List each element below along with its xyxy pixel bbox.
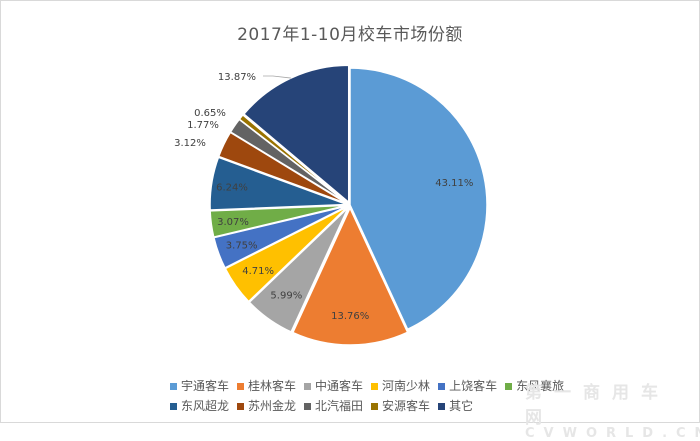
- pie-slice: [238, 113, 349, 204]
- legend-item: 上饶客车: [438, 376, 497, 396]
- pie-slice: [349, 67, 488, 331]
- pie-slice: [291, 206, 409, 346]
- legend-item: 桂林客车: [237, 376, 296, 396]
- leader-line: [263, 75, 291, 79]
- legend-swatch-icon: [170, 382, 177, 390]
- chart-title: 2017年1-10月校车市场份额: [237, 25, 463, 45]
- data-label: 4.71%: [242, 266, 274, 277]
- legend-swatch-icon: [304, 382, 312, 390]
- data-label: 0.65%: [194, 108, 226, 119]
- pie-slice: [209, 156, 348, 211]
- data-label: 13.87%: [218, 72, 256, 83]
- pie-slice: [248, 206, 349, 333]
- data-label: 43.11%: [435, 178, 473, 189]
- data-label: 3.07%: [217, 217, 249, 228]
- legend-row: 东风超龙 苏州金龙 北汽福田 安源客车 其它: [170, 396, 700, 416]
- data-label: 6.24%: [216, 182, 248, 193]
- legend-label: 宇通客车: [181, 379, 230, 393]
- legend-swatch-icon: [304, 402, 312, 410]
- legend-item: 宇通客车: [170, 376, 229, 396]
- chart-legend: 宇通客车 桂林客车 中通客车 河南少林 上饶客车 东风襄旅 东风超龙 苏州金龙 北汽福田 安源客…: [170, 376, 700, 416]
- legend-swatch-icon: [237, 402, 245, 410]
- legend-label: 中通客车: [315, 379, 364, 393]
- pie-slice: [242, 64, 350, 204]
- legend-label: 上饶客车: [449, 379, 498, 393]
- legend-item: 安源客车: [371, 396, 430, 416]
- legend-label: 北汽福田: [315, 399, 364, 413]
- pie-data-labels: 43.11% 13.76% 5.99% 4.71% 3.75% 3.07% 6.24% 3.1…: [174, 72, 473, 322]
- pie-slices: [209, 64, 488, 346]
- legend-label: 其它: [449, 399, 474, 413]
- legend-item: 其它: [438, 396, 473, 416]
- legend-label: 桂林客车: [248, 379, 297, 393]
- watermark-en: CVWORLD.CN: [525, 426, 700, 441]
- legend-row: 宇通客车 桂林客车 中通客车 河南少林 上饶客车 东风襄旅: [170, 376, 700, 396]
- legend-item: 东风襄旅: [505, 376, 564, 396]
- legend-swatch-icon: [237, 382, 245, 390]
- legend-swatch-icon: [438, 402, 446, 410]
- legend-item: 北汽福田: [304, 396, 363, 416]
- legend-item: 东风超龙: [170, 396, 229, 416]
- legend-swatch-icon: [371, 402, 379, 410]
- pie-slice: [224, 206, 349, 303]
- data-label: 5.99%: [270, 291, 302, 302]
- data-label: 13.76%: [331, 311, 369, 322]
- legend-swatch-icon: [371, 382, 379, 390]
- legend-swatch-icon: [438, 382, 446, 390]
- legend-item: 苏州金龙: [237, 396, 296, 416]
- legend-item: 河南少林: [371, 376, 430, 396]
- pie-chart: 43.11% 13.76% 5.99% 4.71% 3.75% 3.07% 6.24% 3.1…: [174, 64, 488, 346]
- legend-label: 河南少林: [382, 379, 431, 393]
- legend-label: 东风超龙: [181, 399, 230, 413]
- legend-swatch-icon: [170, 402, 177, 410]
- legend-label: 安源客车: [382, 399, 431, 413]
- legend-swatch-icon: [505, 382, 513, 390]
- legend-item: 中通客车: [304, 376, 363, 396]
- legend-label: 苏州金龙: [248, 399, 297, 413]
- data-label: 1.77%: [187, 120, 219, 131]
- data-label: 3.75%: [226, 241, 258, 252]
- legend-label: 东风襄旅: [516, 379, 565, 393]
- data-label: 3.12%: [174, 138, 206, 149]
- pie-slice: [209, 204, 348, 238]
